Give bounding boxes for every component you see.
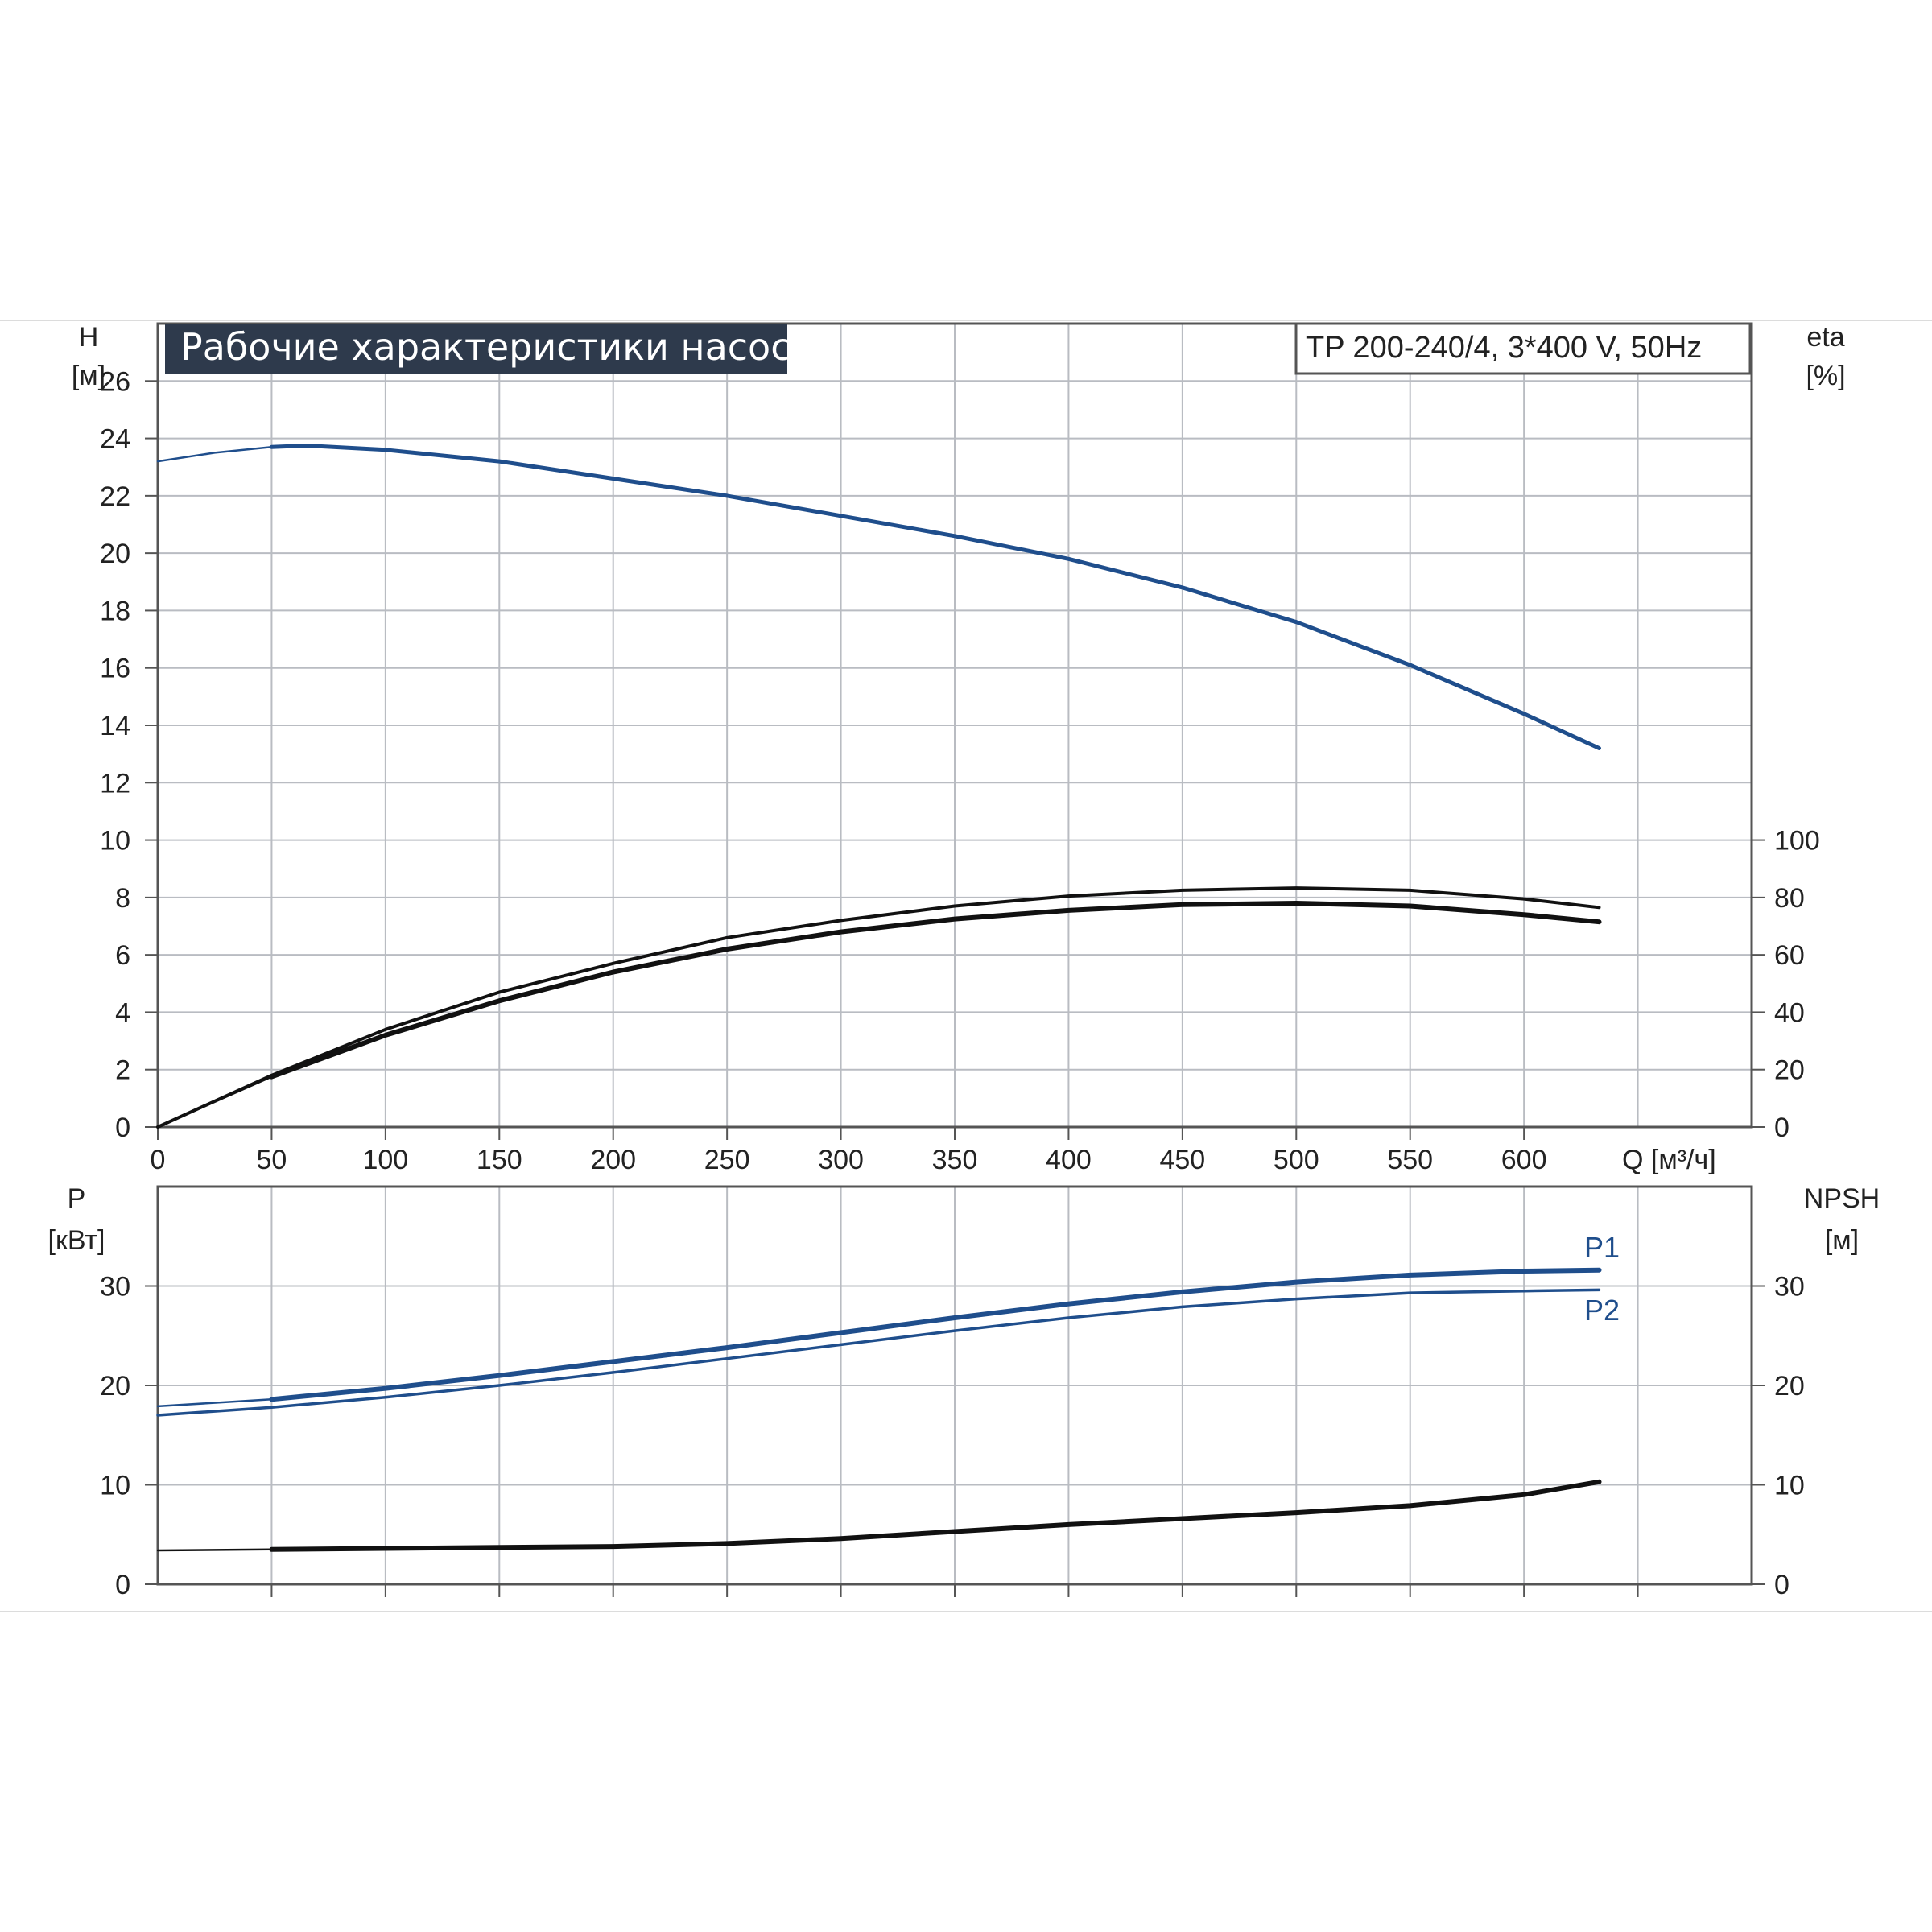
right-axis-tick-label: 0 bbox=[1774, 1570, 1790, 1600]
left-axis-tick-label: 18 bbox=[100, 596, 130, 626]
chart-title-background bbox=[165, 324, 787, 374]
bottom-chart-series bbox=[156, 1267, 1602, 1552]
p1-curve bbox=[269, 1267, 1602, 1402]
chart-title-box: Рабочие характеристики насоса bbox=[165, 324, 814, 374]
left-axis-tick-label: 12 bbox=[100, 768, 130, 799]
right-axis-tick-label: 30 bbox=[1774, 1272, 1805, 1302]
x-axis-tick-label: 100 bbox=[362, 1145, 408, 1175]
model-label-border bbox=[1294, 322, 1752, 375]
model-label: TP 200-240/4, 3*400 V, 50Hz bbox=[1306, 331, 1702, 365]
model-label-box: TP 200-240/4, 3*400 V, 50Hz bbox=[1294, 322, 1752, 375]
left-axis-tick-label: 4 bbox=[115, 997, 130, 1028]
head-curve-extension bbox=[156, 446, 273, 463]
eta_upper-curve bbox=[156, 886, 1601, 1129]
x-axis-tick-label: 50 bbox=[257, 1145, 287, 1175]
x-axis-tick-label: 450 bbox=[1159, 1145, 1205, 1175]
top-chart-series bbox=[156, 444, 1602, 1129]
left-axis-tick-label: 2 bbox=[115, 1055, 130, 1086]
npsh-axis-unit: [м] bbox=[1825, 1225, 1859, 1256]
left-axis-tick-label: 14 bbox=[100, 711, 130, 741]
left-axis-tick-label: 22 bbox=[100, 481, 130, 512]
npsh-axis-label: NPSH bbox=[1804, 1183, 1880, 1214]
power-axis-unit: [кВт] bbox=[48, 1225, 105, 1256]
p1-curve-extension bbox=[156, 1398, 273, 1408]
head-curve bbox=[269, 444, 1601, 750]
right-axis-tick-label: 0 bbox=[1774, 1113, 1790, 1143]
right-axis-tick-label: 60 bbox=[1774, 940, 1805, 971]
x-axis-tick-label: 200 bbox=[590, 1145, 636, 1175]
flow-axis-label: Q [м³/ч] bbox=[1622, 1145, 1716, 1175]
left-axis-tick-label: 6 bbox=[115, 940, 130, 971]
left-axis-tick-label: 10 bbox=[100, 826, 130, 857]
x-axis-tick-label: 600 bbox=[1501, 1145, 1547, 1175]
top-chart-grid bbox=[158, 324, 1752, 1127]
right-axis-tick-label: 80 bbox=[1774, 883, 1805, 914]
npsh-curve bbox=[269, 1479, 1602, 1552]
right-axis-tick-label: 100 bbox=[1774, 826, 1820, 857]
left-axis-tick-label: 0 bbox=[115, 1570, 130, 1600]
power-axis-label: P bbox=[68, 1183, 86, 1214]
x-axis-tick-label: 500 bbox=[1274, 1145, 1319, 1175]
chart-title: Рабочие характеристики насоса bbox=[180, 325, 814, 369]
x-axis-tick-label: 0 bbox=[151, 1145, 166, 1175]
right-axis-tick-label: 20 bbox=[1774, 1371, 1805, 1402]
x-axis-tick-label: 300 bbox=[818, 1145, 864, 1175]
eta-axis-label: eta bbox=[1806, 322, 1844, 353]
eta_lower-curve bbox=[269, 901, 1602, 1080]
left-axis-tick-label: 10 bbox=[100, 1471, 130, 1501]
right-axis-tick-label: 40 bbox=[1774, 997, 1805, 1028]
x-axis-tick-label: 400 bbox=[1046, 1145, 1092, 1175]
eta-axis-unit: [%] bbox=[1806, 361, 1845, 391]
eta_lower-curve-extension bbox=[156, 1075, 273, 1129]
left-axis-tick-label: 30 bbox=[100, 1272, 130, 1302]
p2-curve bbox=[156, 1288, 1601, 1417]
p2-series-label: P2 bbox=[1584, 1294, 1620, 1327]
left-axis-tick-label: 16 bbox=[100, 654, 130, 684]
right-axis-tick-label: 10 bbox=[1774, 1471, 1805, 1501]
left-axis-tick-label: 20 bbox=[100, 1371, 130, 1402]
x-axis-tick-label: 150 bbox=[477, 1145, 522, 1175]
x-axis-tick-label: 250 bbox=[704, 1145, 750, 1175]
right-axis-tick-label: 20 bbox=[1774, 1055, 1805, 1086]
left-axis-tick-label: 24 bbox=[100, 424, 130, 455]
left-axis-tick-label: 26 bbox=[100, 366, 130, 397]
head-axis-unit: [м] bbox=[72, 361, 105, 391]
left-axis-tick-label: 20 bbox=[100, 539, 130, 569]
x-axis-tick-label: 550 bbox=[1387, 1145, 1433, 1175]
p1-series-label: P1 bbox=[1584, 1231, 1620, 1264]
x-axis-tick-label: 350 bbox=[932, 1145, 978, 1175]
head-axis-label: H bbox=[79, 322, 99, 353]
left-axis-tick-label: 0 bbox=[115, 1113, 130, 1143]
left-axis-tick-label: 8 bbox=[115, 883, 130, 914]
bottom-chart-tick-labels: 0 10 20 30 0 10 20 30 bbox=[100, 1272, 1805, 1601]
